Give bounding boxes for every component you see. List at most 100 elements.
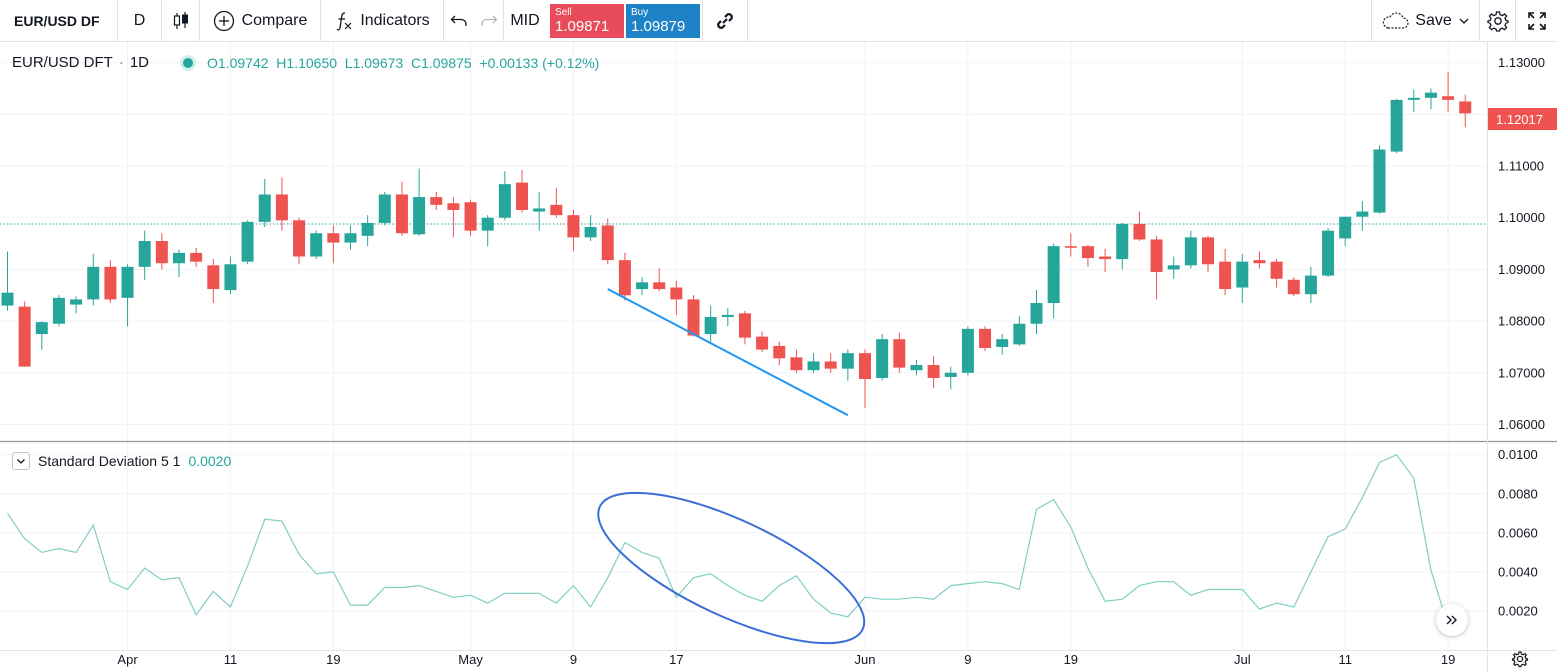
- ellipse-drawing[interactable]: [580, 463, 883, 672]
- undo-button[interactable]: [444, 0, 474, 42]
- candle-body[interactable]: [1373, 149, 1386, 213]
- scale-settings-button[interactable]: [1510, 649, 1530, 669]
- candle-body[interactable]: [1064, 246, 1077, 248]
- candle-body[interactable]: [327, 233, 340, 243]
- candle-body[interactable]: [1202, 237, 1214, 265]
- candle-body[interactable]: [498, 184, 511, 218]
- candle-body[interactable]: [1253, 260, 1266, 264]
- sell-button[interactable]: Sell 1.09871: [550, 3, 624, 38]
- interval-button[interactable]: D: [118, 0, 162, 42]
- candle-body[interactable]: [104, 266, 117, 300]
- candle-body[interactable]: [275, 194, 288, 221]
- buy-button[interactable]: Buy 1.09879: [626, 3, 700, 38]
- candle-body[interactable]: [1304, 275, 1317, 295]
- candle-body[interactable]: [121, 266, 134, 298]
- candle-body[interactable]: [824, 361, 837, 369]
- candle-body[interactable]: [670, 287, 683, 300]
- candle-body[interactable]: [447, 203, 460, 210]
- chart-type-button[interactable]: [162, 0, 200, 42]
- settings-button[interactable]: [1479, 0, 1515, 42]
- candle-body[interactable]: [1167, 265, 1180, 270]
- candle-body[interactable]: [996, 339, 1009, 347]
- mid-label[interactable]: MID: [510, 11, 540, 29]
- candle-body[interactable]: [173, 252, 185, 264]
- candle-body[interactable]: [35, 322, 48, 335]
- indicators-button[interactable]: Indicators: [321, 0, 444, 42]
- candle-body[interactable]: [893, 339, 906, 368]
- candle-body[interactable]: [378, 194, 391, 223]
- candle-body[interactable]: [52, 297, 65, 324]
- candle-body[interactable]: [138, 241, 151, 267]
- candle-body[interactable]: [1, 292, 14, 306]
- candle-body[interactable]: [241, 221, 254, 262]
- candle-body[interactable]: [756, 336, 769, 350]
- candle-body[interactable]: [533, 208, 546, 212]
- candle-body[interactable]: [910, 365, 923, 371]
- candle-body[interactable]: [481, 217, 494, 231]
- candle-body[interactable]: [344, 233, 357, 243]
- candle-body[interactable]: [1047, 246, 1060, 304]
- compare-button[interactable]: Compare: [200, 0, 321, 42]
- candle-body[interactable]: [550, 204, 563, 216]
- candle-body[interactable]: [1030, 303, 1043, 324]
- candle-body[interactable]: [361, 222, 374, 236]
- candle-body[interactable]: [1219, 261, 1232, 290]
- candle-body[interactable]: [18, 306, 31, 367]
- candle-body[interactable]: [1270, 261, 1283, 279]
- candle-body[interactable]: [704, 316, 717, 335]
- symbol-search-button[interactable]: EUR/USD DF: [0, 0, 118, 42]
- save-button[interactable]: Save: [1371, 0, 1479, 42]
- candle-body[interactable]: [464, 202, 477, 231]
- candle-body[interactable]: [859, 353, 871, 380]
- candle-body[interactable]: [687, 299, 700, 336]
- candle-body[interactable]: [430, 197, 443, 205]
- candle-body[interactable]: [1407, 97, 1420, 100]
- trend-line-drawing[interactable]: [607, 288, 849, 417]
- candle-body[interactable]: [1013, 323, 1026, 345]
- candle-body[interactable]: [636, 282, 649, 290]
- fullscreen-button[interactable]: [1515, 0, 1557, 42]
- candle-body[interactable]: [1184, 237, 1197, 266]
- candle-body[interactable]: [584, 227, 597, 238]
- candle-body[interactable]: [1459, 101, 1472, 114]
- candle-body[interactable]: [70, 299, 83, 305]
- candle-body[interactable]: [961, 328, 974, 373]
- candle-body[interactable]: [224, 264, 237, 291]
- candle-body[interactable]: [876, 339, 889, 378]
- candle-body[interactable]: [601, 225, 614, 261]
- candle-body[interactable]: [310, 233, 323, 257]
- scroll-to-realtime-button[interactable]: [1436, 604, 1468, 636]
- candle-body[interactable]: [1133, 223, 1146, 240]
- candle-body[interactable]: [1081, 246, 1094, 259]
- candle-body[interactable]: [1390, 99, 1403, 152]
- candle-body[interactable]: [190, 252, 203, 262]
- candle-body[interactable]: [1424, 92, 1437, 98]
- candle-body[interactable]: [807, 361, 820, 371]
- candle-body[interactable]: [155, 241, 168, 264]
- candle-body[interactable]: [1150, 239, 1163, 273]
- candle-body[interactable]: [944, 372, 957, 377]
- candle-body[interactable]: [516, 182, 528, 210]
- candle-body[interactable]: [1442, 96, 1455, 100]
- candle-body[interactable]: [258, 194, 271, 222]
- candle-body[interactable]: [790, 357, 803, 371]
- candle-body[interactable]: [207, 265, 220, 290]
- candle-body[interactable]: [979, 328, 992, 348]
- candle-body[interactable]: [618, 260, 631, 296]
- chart-canvas[interactable]: 1.06000 1.07000 1.08000 1.09000 1.10000 1.110…: [0, 42, 1557, 672]
- candle-body[interactable]: [1287, 279, 1300, 295]
- candle-body[interactable]: [1356, 211, 1369, 217]
- collapse-button[interactable]: [12, 452, 30, 470]
- candle-body[interactable]: [87, 266, 100, 300]
- candle-body[interactable]: [1116, 223, 1129, 260]
- redo-button[interactable]: [474, 0, 504, 42]
- candle-body[interactable]: [413, 197, 426, 235]
- candle-body[interactable]: [773, 345, 786, 359]
- candle-body[interactable]: [841, 353, 854, 369]
- candle-body[interactable]: [1236, 261, 1249, 288]
- candle-body[interactable]: [653, 282, 666, 290]
- candle-body[interactable]: [721, 314, 734, 317]
- candle-body[interactable]: [567, 215, 580, 238]
- link-button[interactable]: [702, 0, 748, 42]
- candle-body[interactable]: [293, 220, 306, 257]
